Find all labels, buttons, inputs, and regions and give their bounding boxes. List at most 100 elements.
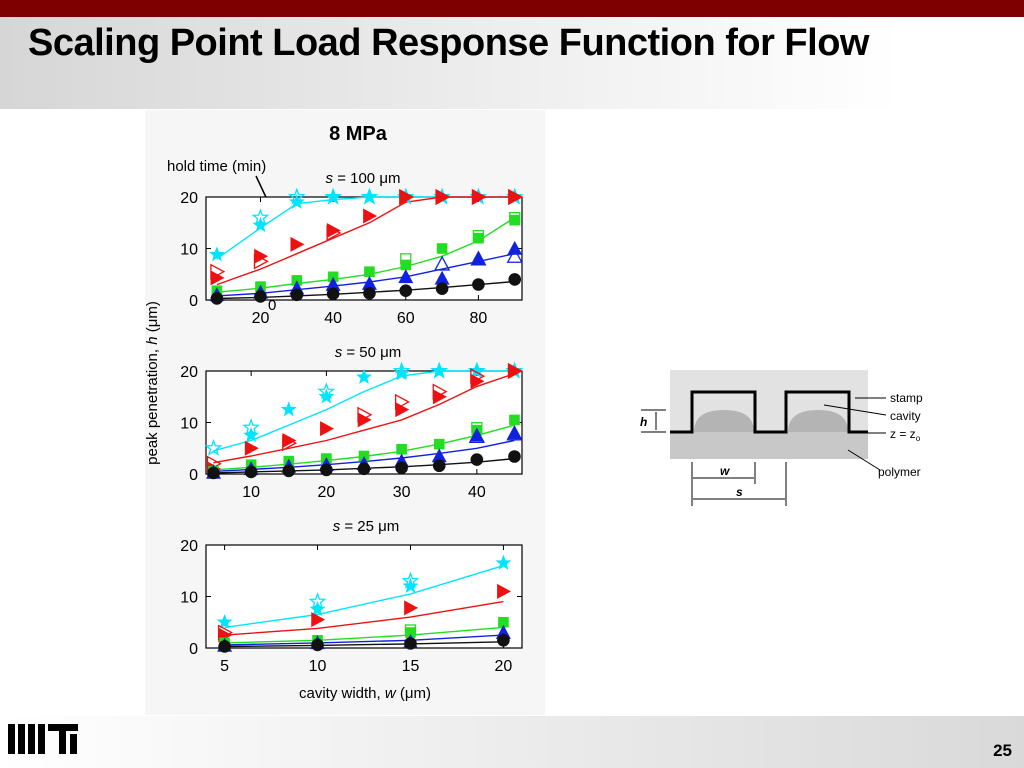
marker-filled-10	[252, 216, 269, 233]
marker-filled-5	[210, 270, 225, 286]
marker-filled-10	[393, 365, 410, 381]
marker-filled-0	[254, 290, 267, 303]
marker-filled-1	[507, 240, 523, 255]
marker-filled-1	[469, 427, 485, 442]
marker-filled-10	[280, 401, 297, 417]
y-tick-label: 0	[189, 641, 198, 658]
panel-3-title: s = 25 μm	[333, 518, 400, 535]
marker-filled-0	[207, 466, 220, 480]
marker-filled-5	[399, 189, 414, 205]
marker-filled-10	[402, 577, 419, 593]
marker-filled-5	[311, 612, 326, 628]
mit-logo	[8, 724, 78, 754]
panel-s50: 0 10 20 10 20 30 40	[180, 361, 524, 501]
y-tick-label: 10	[180, 590, 198, 607]
x-tick-label: 30	[393, 484, 411, 501]
panel-1-title: s = 100 μm	[326, 170, 401, 187]
marker-filled-5	[282, 433, 297, 449]
marker-filled-10	[243, 427, 260, 443]
marker-filled-5	[404, 600, 419, 616]
stamp-label: stamp	[890, 391, 923, 405]
y-tick-label: 0	[189, 293, 198, 310]
marker-filled-2	[433, 438, 445, 450]
x-axis-label: cavity width, w (μm)	[299, 685, 431, 702]
marker-filled-5	[244, 440, 259, 456]
marker-open-10	[204, 438, 223, 456]
marker-filled-0	[399, 284, 413, 298]
marker-filled-5	[508, 189, 523, 205]
marker-filled-0	[290, 288, 304, 302]
stamp-profile	[670, 390, 868, 434]
x-tick-label: 40	[468, 484, 486, 501]
marker-filled-0	[472, 278, 485, 291]
marker-filled-5	[435, 189, 450, 205]
marker-filled-10	[431, 362, 448, 378]
panel-2-title: s = 50 μm	[335, 344, 402, 361]
y-tick-label: 20	[180, 538, 198, 555]
schematic-diagram: h w s stamp cavity z = zo polymer	[640, 370, 923, 506]
marker-filled-0	[218, 640, 231, 653]
x-tick-label: 10	[242, 484, 260, 501]
marker-filled-5	[432, 389, 447, 405]
x-tick-label: 20	[317, 484, 335, 501]
marker-filled-10	[288, 193, 305, 209]
x-tick-label: 10	[309, 658, 327, 675]
x-tick-label: 80	[470, 310, 488, 327]
marker-filled-0	[244, 465, 258, 479]
marker-filled-1	[398, 269, 414, 284]
title-bar	[0, 17, 1024, 109]
polymer-pointer	[847, 449, 881, 471]
marker-filled-5	[363, 208, 378, 224]
marker-filled-5	[395, 402, 410, 418]
marker-open-1	[506, 247, 523, 263]
panel-s100: 0 10 20 20 40 60 80	[180, 187, 524, 327]
legend-title: hold time (min)	[167, 158, 266, 175]
y-tick-label: 10	[180, 416, 198, 433]
polymer-label: polymer	[878, 465, 921, 479]
marker-open-1	[434, 255, 451, 271]
marker-filled-0	[357, 462, 371, 476]
x-tick-label: 15	[402, 658, 420, 675]
y-tick-label: 20	[180, 190, 198, 207]
marker-filled-0	[508, 273, 522, 286]
cavity-label: cavity	[890, 409, 921, 423]
fit-line-5	[216, 196, 515, 286]
marker-filled-10	[209, 246, 225, 262]
x-tick-label: 20	[495, 658, 513, 675]
slide-title: Scaling Point Load Response Function for…	[28, 22, 869, 64]
marker-open-5	[394, 393, 410, 410]
marker-filled-10	[356, 368, 372, 384]
marker-filled-0	[326, 287, 340, 301]
w-label: w	[720, 464, 730, 478]
marker-filled-10	[216, 613, 233, 629]
marker-filled-0	[508, 450, 521, 463]
marker-filled-2	[364, 266, 375, 277]
top-accent-bar	[0, 0, 1024, 17]
marker-filled-0	[363, 287, 376, 300]
y-axis-label: peak penetration, h (μm)	[144, 301, 161, 465]
z-label: z = zo	[890, 427, 921, 443]
marker-filled-2	[436, 243, 448, 254]
fit-line-5	[224, 600, 504, 636]
figure-main-title: 8 MPa	[329, 123, 388, 145]
marker-filled-1	[470, 251, 486, 266]
marker-filled-5	[357, 412, 372, 428]
marker-filled-0	[320, 463, 333, 477]
marker-filled-2	[509, 214, 521, 226]
marker-filled-10	[361, 188, 378, 204]
y-tick-label: 10	[180, 242, 198, 259]
marker-filled-2	[509, 414, 520, 426]
fit-line-0	[224, 641, 504, 648]
marker-filled-2	[473, 232, 484, 244]
fit-line-2	[224, 626, 504, 644]
marker-filled-5	[290, 236, 305, 252]
fit-line-10	[213, 370, 515, 452]
marker-filled-0	[282, 464, 296, 478]
marker-filled-5	[326, 222, 341, 238]
x-tick-label: 60	[397, 310, 415, 327]
marker-filled-2	[400, 259, 412, 271]
fit-line-5	[213, 372, 515, 464]
x-tick-label: 20	[252, 310, 270, 327]
cavity-bump-left	[694, 410, 754, 432]
